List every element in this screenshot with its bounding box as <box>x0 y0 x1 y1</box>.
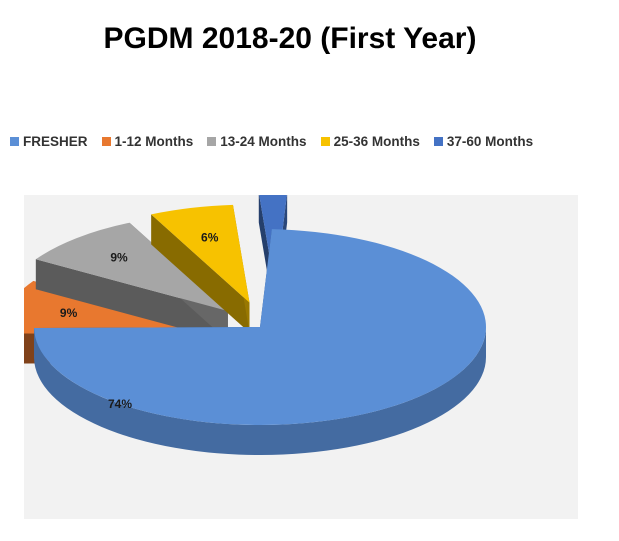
pie-slice-fresher <box>34 229 486 456</box>
legend-swatch-fresher <box>10 136 19 146</box>
legend-swatch-37-60-months <box>433 136 443 146</box>
legend-item-25-36-months: 25-36 Months <box>320 133 420 149</box>
legend-label-13-24-months: 13-24 Months <box>220 133 307 149</box>
pie-slice-13-24-months <box>35 222 228 341</box>
pie-slice-wall-fresher <box>34 327 486 456</box>
legend-item-37-60-months: 37-60 Months <box>433 133 534 149</box>
data-label-1-12-months: 9% <box>60 306 78 320</box>
legend-label-37-60-months: 37-60 Months <box>446 133 534 149</box>
pie-slice-25-36-months <box>151 204 250 333</box>
pie-slice-side-13-24-months <box>35 259 228 341</box>
data-label-13-24-months: 9% <box>110 251 128 265</box>
legend-swatch-13-24-months <box>207 136 217 146</box>
plot-area: 74%9%9%6%2% <box>24 195 578 519</box>
pie-slice-top-fresher <box>34 229 486 425</box>
chart-title: PGDM 2018-20 (First Year) <box>103 22 477 55</box>
legend-swatch-25-36-months <box>320 136 330 146</box>
pie-chart: 74%9%9%6%2% <box>24 195 486 456</box>
legend-label-1-12-months: 1-12 Months <box>114 133 194 149</box>
pie-slice-top-13-24-months <box>35 222 228 311</box>
chart-legend: FRESHER 1-12 Months 13-24 Months 25-36 M… <box>10 131 615 151</box>
legend-swatch-1-12-months <box>101 136 111 146</box>
legend-label-25-36-months: 25-36 Months <box>333 133 420 149</box>
data-label-25-36-months: 6% <box>201 230 219 244</box>
legend-label-fresher: FRESHER <box>23 133 88 149</box>
data-label-fresher: 74% <box>108 397 132 411</box>
pie-slice-top-25-36-months <box>151 204 250 303</box>
legend-item-13-24-months: 13-24 Months <box>207 133 307 149</box>
legend-item-fresher: FRESHER <box>10 134 88 149</box>
legend-item-1-12-months: 1-12 Months <box>101 133 194 149</box>
pie-slice-side-25-36-months <box>151 214 250 333</box>
